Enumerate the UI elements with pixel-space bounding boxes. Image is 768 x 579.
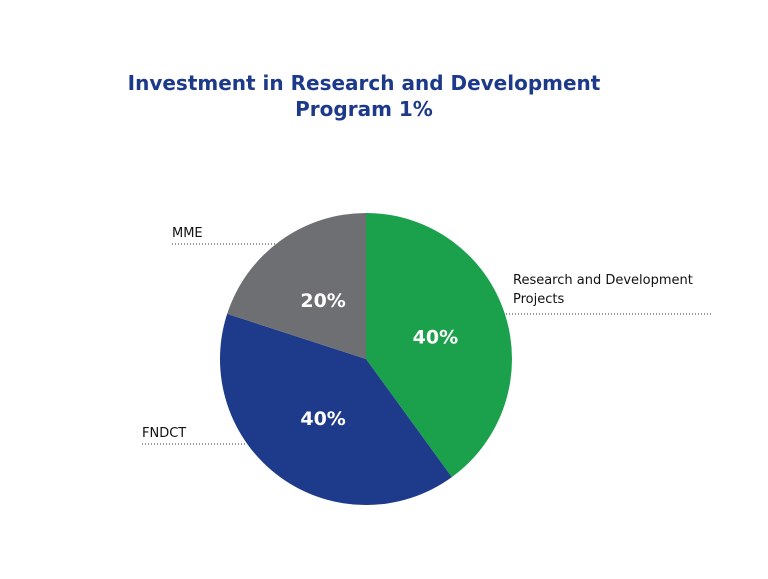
slice-value-mme: 20% (300, 290, 345, 312)
legend-label-rd-projects-line-1: Research and Development (513, 273, 693, 288)
slice-value-rd-projects: 40% (413, 326, 458, 348)
chart-title-line-1: Investment in Research and Development (127, 71, 601, 95)
slice-value-fndct: 40% (300, 408, 345, 430)
pie-slices (219, 213, 512, 506)
legend-label-fndct: FNDCT (142, 426, 186, 441)
chart-title: Investment in Research and Development P… (0, 70, 728, 122)
chart-title-line-2: Program 1% (295, 97, 433, 121)
legend-label-rd-projects-line-2: Projects (513, 292, 564, 307)
slice-rd-projects (366, 213, 512, 478)
slice-mme (227, 213, 366, 359)
slice-fndct (219, 313, 452, 506)
legend-label-mme: MME (172, 226, 203, 241)
